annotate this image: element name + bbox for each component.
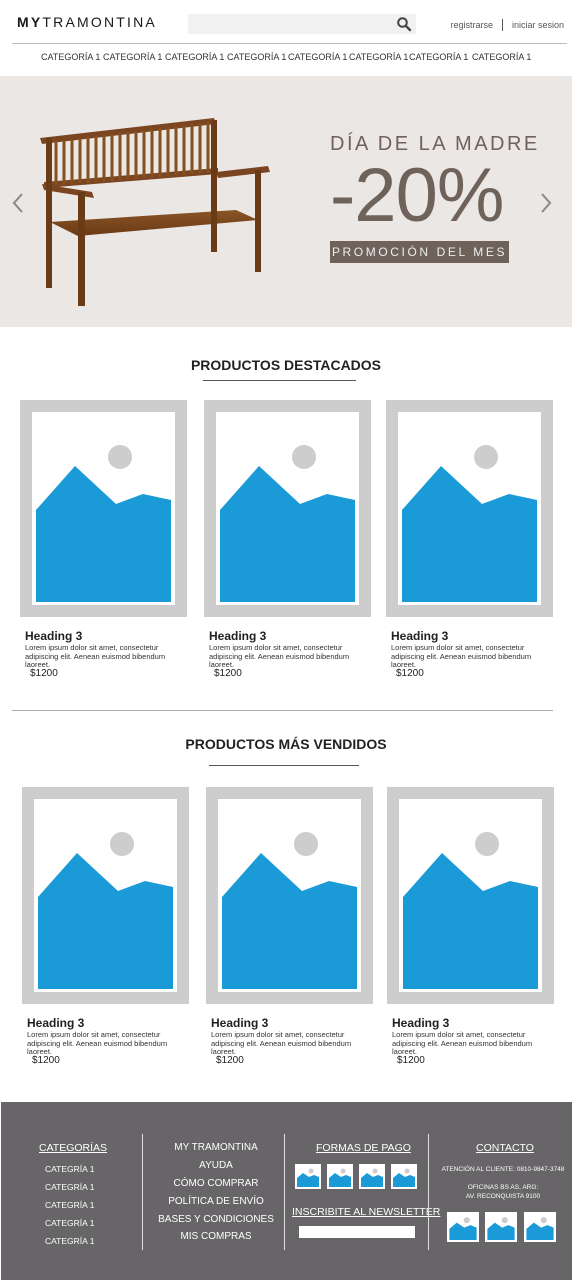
- footer-divider: [284, 1134, 285, 1250]
- image-placeholder-icon: [402, 445, 537, 602]
- product-heading[interactable]: Heading 3: [391, 629, 449, 643]
- hero-banner: DÍA DE LA MADRE -20% PROMOCIÓN DEL MES: [0, 76, 572, 327]
- section-divider: [12, 710, 553, 711]
- footer-link-help[interactable]: AYUDA: [199, 1160, 233, 1171]
- bestsellers-underline: [209, 765, 359, 766]
- nav-item[interactable]: CATEGORÍA 1: [472, 52, 532, 62]
- footer-link-about[interactable]: MY TRAMONTINA: [174, 1142, 258, 1153]
- bench-image: [40, 118, 270, 306]
- nav-item[interactable]: CATEGORÍA 1: [349, 52, 409, 62]
- product-price: $1200: [32, 1055, 60, 1066]
- product-heading[interactable]: Heading 3: [209, 629, 267, 643]
- product-heading[interactable]: Heading 3: [211, 1016, 269, 1030]
- payment-method-icon: [359, 1164, 385, 1189]
- footer-category-link[interactable]: CATEGRÍA 1: [45, 1236, 95, 1246]
- social-icon[interactable]: [447, 1212, 479, 1242]
- image-placeholder: [204, 400, 371, 617]
- product-description: Lorem ipsum dolor sit amet, consectetur …: [391, 643, 532, 669]
- footer-category-link[interactable]: CATEGRÍA 1: [45, 1164, 95, 1174]
- newsletter-email-input[interactable]: [299, 1226, 415, 1238]
- nav-item[interactable]: CATEGORÍA 1: [409, 52, 469, 62]
- payment-method-icon: [327, 1164, 353, 1189]
- image-placeholder: [206, 787, 373, 1004]
- product-card[interactable]: Heading 3 Lorem ipsum dolor sit amet, co…: [204, 400, 371, 690]
- nav-item[interactable]: CATEGORÍA 1: [288, 52, 348, 62]
- nav-item[interactable]: CATEGORÍA 1: [41, 52, 101, 62]
- product-price: $1200: [30, 668, 58, 679]
- product-card[interactable]: Heading 3 Lorem ipsum dolor sit amet, co…: [206, 787, 373, 1077]
- social-icon[interactable]: [524, 1212, 556, 1242]
- nav-item[interactable]: CATEGORÍA 1: [103, 52, 163, 62]
- footer-category-link[interactable]: CATEGRÍA 1: [45, 1200, 95, 1210]
- chevron-right-icon[interactable]: [539, 192, 553, 214]
- product-description: Lorem ipsum dolor sit amet, consectetur …: [392, 1030, 533, 1056]
- image-placeholder: [386, 400, 553, 617]
- brand-logo[interactable]: MYTRAMONTINA: [17, 14, 157, 30]
- image-placeholder-icon: [222, 832, 357, 989]
- login-link[interactable]: iniciar sesion: [511, 20, 564, 30]
- category-nav: CATEGORÍA 1 CATEGORÍA 1 CATEGORÍA 1 CATE…: [0, 52, 572, 68]
- image-placeholder-icon: [220, 445, 355, 602]
- auth-links: registrarse iniciar sesion: [450, 19, 564, 31]
- header-divider: [12, 43, 567, 44]
- image-placeholder-icon: [403, 832, 538, 989]
- contact-office-line2: AV. RECONQUISTA 9100: [465, 1193, 541, 1200]
- nav-item[interactable]: CATEGORÍA 1: [227, 52, 287, 62]
- newsletter-title: INSCRIBITE AL NEWSLETTER: [292, 1206, 441, 1218]
- featured-underline: [203, 380, 356, 381]
- image-placeholder: [20, 400, 187, 617]
- footer-link-how-to-buy[interactable]: CÓMO COMPRAR: [173, 1178, 259, 1189]
- payment-method-icon: [391, 1164, 417, 1189]
- promo-tag[interactable]: PROMOCIÓN DEL MES: [330, 241, 509, 263]
- product-price: $1200: [216, 1055, 244, 1066]
- featured-title: PRODUCTOS DESTACADOS: [190, 357, 382, 373]
- register-link[interactable]: registrarse: [450, 20, 493, 30]
- nav-item[interactable]: CATEGORÍA 1: [165, 52, 225, 62]
- chevron-left-icon[interactable]: [11, 192, 25, 214]
- product-price: $1200: [397, 1055, 425, 1066]
- product-heading[interactable]: Heading 3: [27, 1016, 85, 1030]
- promo-title: DÍA DE LA MADRE: [330, 133, 540, 155]
- auth-divider: [501, 19, 503, 31]
- site-footer: CATEGORÍAS CATEGRÍA 1 CATEGRÍA 1 CATEGRÍ…: [1, 1102, 572, 1280]
- product-price: $1200: [396, 668, 424, 679]
- image-placeholder: [22, 787, 189, 1004]
- product-price: $1200: [214, 668, 242, 679]
- payment-method-icon: [295, 1164, 321, 1189]
- footer-link-my-purchases[interactable]: MIS COMPRAS: [180, 1231, 252, 1242]
- footer-divider: [142, 1134, 143, 1250]
- image-placeholder-icon: [36, 445, 171, 602]
- image-placeholder-icon: [38, 832, 173, 989]
- product-card[interactable]: Heading 3 Lorem ipsum dolor sit amet, co…: [387, 787, 554, 1077]
- footer-divider: [428, 1134, 429, 1250]
- footer-categories-title[interactable]: CATEGORÍAS: [39, 1142, 108, 1154]
- product-heading[interactable]: Heading 3: [392, 1016, 450, 1030]
- image-placeholder: [387, 787, 554, 1004]
- footer-contact-title[interactable]: CONTACTO: [476, 1142, 534, 1154]
- site-header: MYTRAMONTINA registrarse iniciar sesion: [0, 0, 572, 44]
- product-heading[interactable]: Heading 3: [25, 629, 83, 643]
- product-description: Lorem ipsum dolor sit amet, consectetur …: [211, 1030, 352, 1056]
- footer-category-link[interactable]: CATEGRÍA 1: [45, 1218, 95, 1228]
- contact-phone: ATENCIÓN AL CLIENTE: 0810-9847-3748: [441, 1166, 565, 1173]
- contact-office-line1: OFICINAS BS AS, ARG:: [467, 1184, 539, 1191]
- social-icon[interactable]: [485, 1212, 517, 1242]
- footer-category-link[interactable]: CATEGRÍA 1: [45, 1182, 95, 1192]
- promo-discount: -20%: [330, 153, 504, 238]
- search-input[interactable]: [188, 14, 416, 34]
- product-card[interactable]: Heading 3 Lorem ipsum dolor sit amet, co…: [22, 787, 189, 1077]
- footer-link-shipping[interactable]: POLÍTICA DE ENVÍO: [168, 1196, 264, 1207]
- product-card[interactable]: Heading 3 Lorem ipsum dolor sit amet, co…: [386, 400, 553, 690]
- search-icon[interactable]: [396, 16, 412, 32]
- product-description: Lorem ipsum dolor sit amet, consectetur …: [209, 643, 350, 669]
- footer-link-terms[interactable]: BASES Y CONDICIONES: [158, 1214, 274, 1225]
- product-description: Lorem ipsum dolor sit amet, consectetur …: [27, 1030, 168, 1056]
- footer-payment-title: FORMAS DE PAGO: [316, 1142, 411, 1154]
- product-card[interactable]: Heading 3 Lorem ipsum dolor sit amet, co…: [20, 400, 187, 690]
- product-description: Lorem ipsum dolor sit amet, consectetur …: [25, 643, 166, 669]
- bestsellers-title: PRODUCTOS MÁS VENDIDOS: [185, 736, 387, 752]
